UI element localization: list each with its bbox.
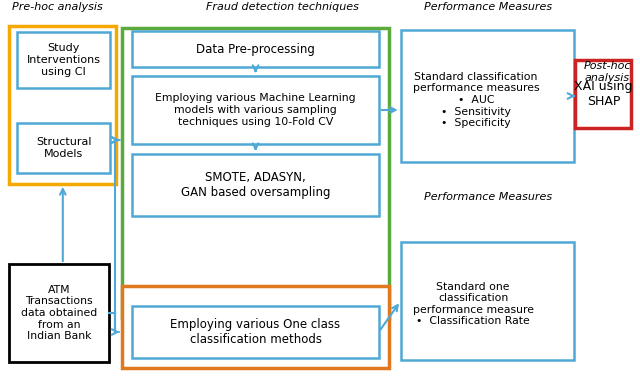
FancyBboxPatch shape: [401, 30, 573, 162]
Text: ATM
Transactions
data obtained
from an
Indian Bank: ATM Transactions data obtained from an I…: [20, 285, 97, 341]
FancyBboxPatch shape: [122, 286, 388, 368]
FancyBboxPatch shape: [122, 28, 388, 318]
FancyBboxPatch shape: [17, 32, 111, 88]
Text: Pre-hoc analysis: Pre-hoc analysis: [12, 2, 103, 12]
Text: Post-hoc
analysis: Post-hoc analysis: [584, 61, 631, 83]
Text: Fraud detection techniques: Fraud detection techniques: [206, 2, 359, 12]
FancyBboxPatch shape: [9, 26, 116, 184]
FancyBboxPatch shape: [575, 60, 631, 128]
FancyBboxPatch shape: [9, 264, 109, 362]
Text: SMOTE, ADASYN,
GAN based oversampling: SMOTE, ADASYN, GAN based oversampling: [181, 171, 330, 199]
FancyBboxPatch shape: [132, 306, 379, 358]
FancyBboxPatch shape: [132, 154, 379, 216]
Text: Employing various One class
classification methods: Employing various One class classificati…: [170, 318, 340, 346]
Text: Study
Interventions
using CI: Study Interventions using CI: [27, 43, 100, 77]
Text: Employing various Machine Learning
models with various sampling
techniques using: Employing various Machine Learning model…: [156, 93, 356, 127]
FancyBboxPatch shape: [132, 31, 379, 67]
Text: Performance Measures: Performance Measures: [424, 192, 552, 202]
FancyBboxPatch shape: [17, 123, 111, 173]
Text: Structural
Models: Structural Models: [36, 137, 92, 159]
Text: Performance Measures: Performance Measures: [424, 2, 552, 12]
Text: Standard one
classification
performance measure
•  Classification Rate: Standard one classification performance …: [413, 282, 534, 326]
FancyBboxPatch shape: [132, 76, 379, 144]
FancyBboxPatch shape: [401, 242, 573, 360]
Text: Data Pre-processing: Data Pre-processing: [196, 43, 315, 55]
Text: Standard classification
performance measures
•  AUC
•  Sensitivity
•  Specificit: Standard classification performance meas…: [413, 72, 539, 128]
Text: XAI using
SHAP: XAI using SHAP: [574, 80, 632, 108]
